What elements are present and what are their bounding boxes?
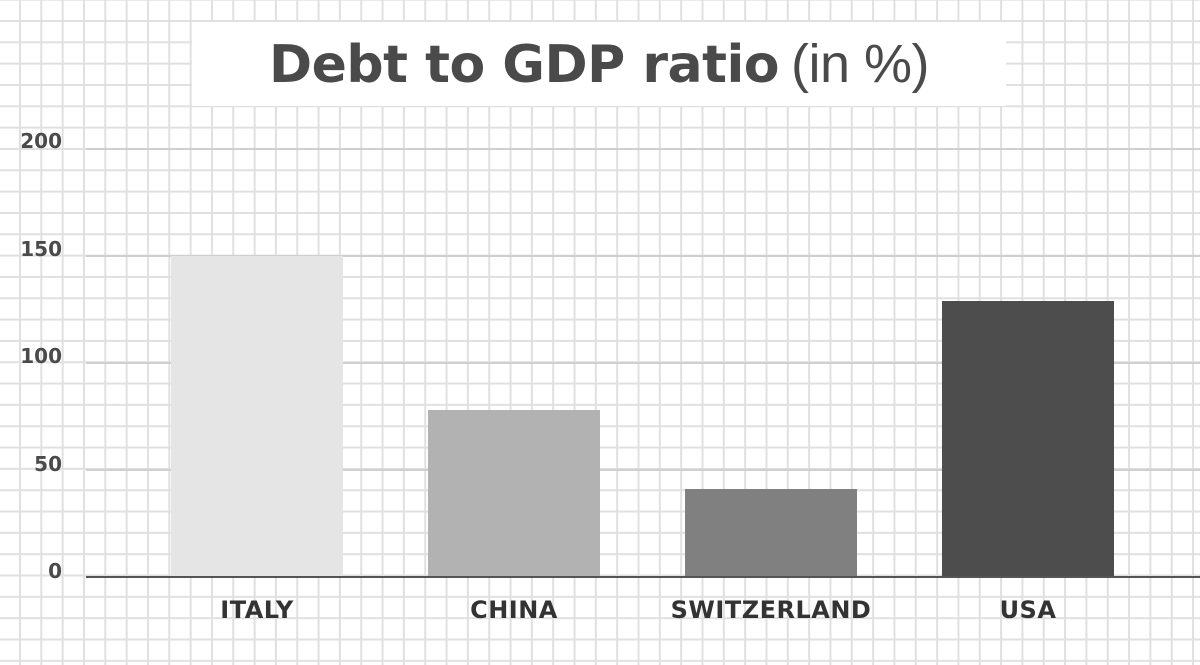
gridline-100	[86, 362, 1200, 364]
gridline-200	[86, 148, 1200, 150]
chart-title-box: Debt to GDP ratio (in %)	[192, 22, 1006, 106]
bar-italy	[171, 256, 343, 577]
bar-switzerland	[685, 489, 857, 577]
y-tick-50: 50	[34, 452, 62, 476]
bar-usa	[942, 300, 1114, 577]
chart-title: Debt to GDP ratio (in %)	[268, 33, 930, 95]
x-axis-baseline	[86, 576, 1200, 578]
x-label-italy: ITALY	[220, 596, 294, 624]
x-label-china: CHINA	[470, 596, 558, 624]
gridline-150	[86, 255, 1200, 257]
x-label-switzerland: SWITZERLAND	[670, 596, 872, 624]
gridline-50	[86, 469, 1200, 471]
chart-title-main: Debt to GDP ratio	[268, 35, 780, 95]
bar-china	[428, 410, 600, 577]
y-tick-200: 200	[20, 129, 62, 153]
x-label-usa: USA	[999, 596, 1057, 624]
y-tick-100: 100	[20, 344, 62, 368]
y-tick-0: 0	[48, 559, 62, 583]
chart-title-unit: (in %)	[791, 34, 930, 94]
y-tick-150: 150	[20, 237, 62, 261]
